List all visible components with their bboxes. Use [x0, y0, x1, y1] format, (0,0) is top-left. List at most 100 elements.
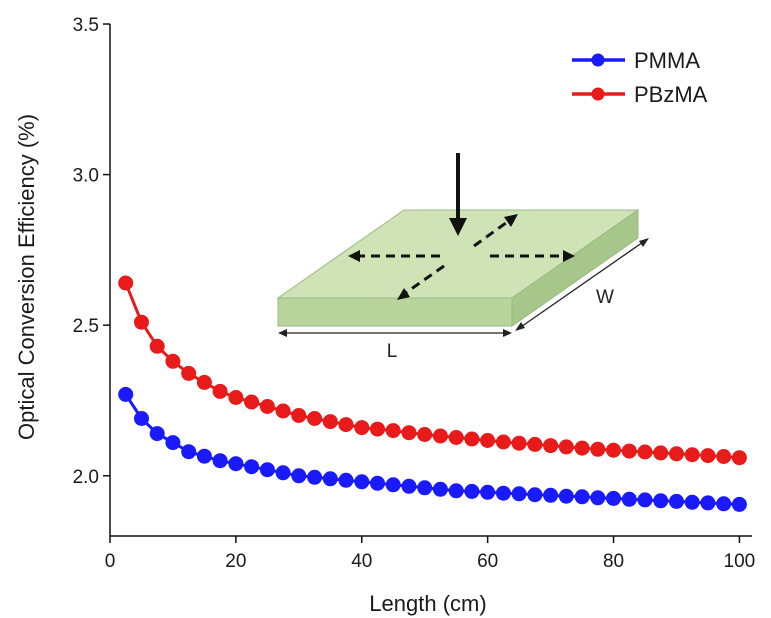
data-point-pmma [196, 448, 212, 464]
data-point-pmma [212, 453, 228, 469]
data-point-pbzma [716, 449, 732, 464]
data-point-pmma [275, 465, 291, 481]
x-tick-label: 20 [225, 551, 246, 572]
inset-schematic: L W [276, 153, 649, 362]
dashed-arrow-right-head-icon [563, 250, 575, 262]
data-point-pmma [606, 490, 621, 506]
data-point-pbzma [275, 403, 291, 419]
data-point-pmma [590, 490, 606, 506]
data-point-pmma [527, 487, 543, 503]
data-point-pmma [574, 489, 590, 505]
data-point-pbzma [165, 353, 181, 369]
data-point-pbzma [495, 434, 511, 450]
slab-side-face [511, 209, 639, 327]
data-point-pmma [134, 411, 149, 426]
data-point-pmma [432, 481, 448, 497]
dashed-arrow-up-right [473, 218, 511, 248]
dashed-arrows [358, 218, 565, 296]
legend-label-pbzma: PBzMA [634, 82, 708, 107]
data-point-pbzma [149, 338, 165, 354]
data-point-pbzma [700, 448, 716, 464]
data-point-pbzma [322, 414, 338, 430]
data-point-pbzma [684, 447, 700, 463]
x-tick-label: 100 [724, 551, 756, 572]
data-point-pmma [558, 488, 574, 504]
data-point-pbzma [590, 441, 606, 457]
dashed-arrow-down-left-head-icon [397, 288, 410, 300]
data-point-pbzma [669, 446, 684, 462]
data-point-pmma [307, 469, 323, 485]
data-point-pbzma [558, 439, 574, 455]
x-tick-label: 80 [603, 551, 624, 572]
data-point-pbzma [574, 440, 590, 456]
x-tick-label: 40 [351, 551, 372, 572]
width-dimension-line [517, 239, 647, 330]
data-point-pbzma [338, 417, 354, 433]
data-point-pbzma [731, 450, 747, 466]
series-line-pbzma [124, 282, 740, 460]
series-layer [118, 275, 747, 512]
data-point-pmma [354, 474, 370, 490]
length-label: L [387, 341, 398, 362]
length-arrow-left-icon [278, 329, 287, 337]
data-point-pmma [495, 485, 511, 501]
data-point-pmma [669, 493, 684, 509]
data-point-pmma [401, 478, 417, 494]
y-tick-label: 3.5 [73, 15, 99, 36]
data-point-pbzma [621, 443, 637, 459]
x-tick-label: 0 [105, 551, 116, 572]
data-point-pbzma [448, 430, 464, 445]
y-tick-label: 2.0 [73, 467, 99, 488]
series-line-pmma [124, 393, 740, 506]
legend: PMMA PBzMA [572, 48, 708, 107]
data-point-pbzma [511, 435, 527, 451]
data-point-pbzma [385, 423, 401, 439]
data-point-pbzma [134, 314, 149, 330]
data-point-pbzma [543, 438, 559, 454]
slab-front-face [277, 297, 513, 327]
dashed-arrow-down-left [403, 264, 445, 296]
data-point-pmma [621, 491, 637, 507]
legend-marker-pmma [591, 53, 605, 67]
data-point-pmma [385, 477, 401, 493]
width-label: W [596, 287, 614, 308]
data-point-pmma [716, 496, 732, 512]
data-point-pbzma [244, 394, 260, 410]
series-pmma [118, 386, 747, 512]
data-point-pmma [417, 480, 433, 496]
data-point-pmma [684, 494, 700, 510]
data-point-pbzma [181, 365, 197, 381]
data-point-pmma [637, 492, 653, 508]
data-point-pbzma [259, 399, 275, 414]
data-point-pmma [543, 487, 559, 503]
data-point-pmma [149, 426, 165, 442]
data-point-pmma [118, 386, 134, 402]
width-arrow-lower-icon [515, 322, 525, 331]
data-point-pmma [731, 496, 747, 512]
data-point-pmma [322, 471, 338, 487]
data-point-pbzma [228, 390, 244, 405]
y-axis: 2.0 2.5 3.0 3.5 [73, 15, 110, 488]
data-point-pmma [511, 486, 527, 502]
data-point-pbzma [637, 444, 653, 460]
data-point-pbzma [307, 411, 323, 426]
data-point-pbzma [480, 433, 496, 448]
legend-marker-pbzma [591, 87, 605, 101]
axes-frame [109, 24, 752, 537]
data-point-pmma [700, 495, 716, 511]
data-point-pmma [291, 468, 307, 484]
data-point-pbzma [417, 427, 433, 442]
data-point-pbzma [653, 445, 669, 461]
dashed-arrow-up-right-head-icon [504, 214, 518, 227]
y-axis-title: Optical Conversion Efficiency (%) [14, 114, 39, 440]
light-arrow-head-icon [449, 218, 467, 236]
data-point-pbzma [118, 275, 134, 291]
data-point-pmma [244, 459, 260, 475]
data-point-pmma [259, 462, 275, 478]
x-axis: 0 20 40 60 80 100 [105, 536, 756, 572]
data-point-pmma [370, 475, 385, 491]
data-point-pmma [165, 435, 181, 451]
data-point-pbzma [354, 420, 370, 436]
y-tick-label: 2.5 [73, 316, 99, 337]
